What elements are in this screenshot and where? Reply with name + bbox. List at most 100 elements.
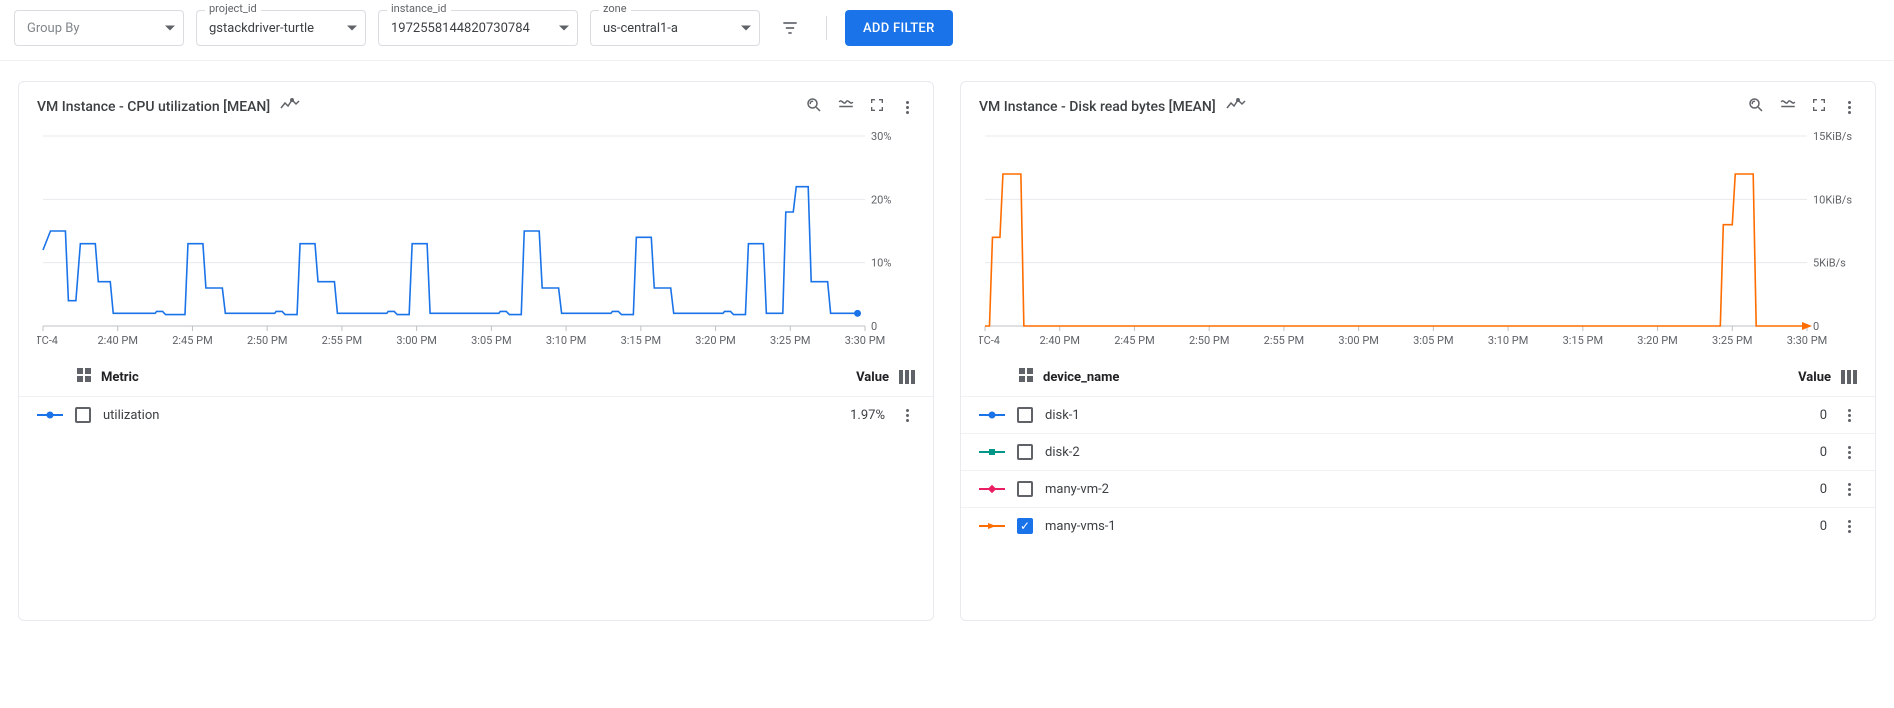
series-label: many-vm-2 [1045, 482, 1109, 497]
series-marker-icon [979, 519, 1005, 533]
project-id-label: project_id [205, 2, 261, 15]
grid-icon [1019, 368, 1033, 386]
legend-header: Metric Value [19, 358, 933, 396]
cpu-chart[interactable]: 010%20%30%UTC-42:40 PM2:45 PM2:50 PM2:55… [37, 130, 915, 350]
instance-id-label: instance_id [387, 2, 451, 15]
instance-id-value: 1972558144820730784 [391, 21, 530, 36]
cpu-card-title: VM Instance - CPU utilization [MEAN] [37, 99, 270, 115]
svg-text:3:15 PM: 3:15 PM [621, 334, 661, 347]
charts-row: VM Instance - CPU utilization [MEAN] 0 [0, 61, 1894, 641]
svg-text:3:30 PM: 3:30 PM [845, 334, 885, 347]
svg-text:20%: 20% [871, 193, 891, 206]
svg-text:3:10 PM: 3:10 PM [1488, 334, 1528, 347]
series-checkbox[interactable] [1017, 481, 1033, 497]
series-checkbox[interactable] [75, 407, 91, 423]
svg-text:15KiB/s: 15KiB/s [1813, 130, 1852, 143]
card-header: VM Instance - Disk read bytes [MEAN] [961, 82, 1875, 126]
svg-text:3:30 PM: 3:30 PM [1787, 334, 1827, 347]
reset-zoom-icon[interactable] [805, 96, 823, 118]
series-marker-icon [979, 482, 1005, 496]
legend-toggle-icon[interactable] [837, 96, 855, 118]
cpu-card: VM Instance - CPU utilization [MEAN] 0 [18, 81, 934, 621]
instance-id-select[interactable]: instance_id 1972558144820730784 [378, 10, 578, 46]
svg-text:2:55 PM: 2:55 PM [1264, 334, 1304, 347]
filter-list-icon[interactable] [772, 10, 808, 46]
svg-text:2:50 PM: 2:50 PM [1189, 334, 1229, 347]
disk-card-title: VM Instance - Disk read bytes [MEAN] [979, 99, 1216, 115]
svg-text:3:05 PM: 3:05 PM [471, 334, 511, 347]
chevron-down-icon [559, 26, 569, 31]
legend-header-right: Value [1798, 370, 1831, 385]
svg-text:5KiB/s: 5KiB/s [1813, 257, 1846, 270]
sparkline-icon[interactable] [1226, 98, 1246, 116]
card-menu-icon[interactable] [1841, 101, 1857, 114]
svg-text:2:55 PM: 2:55 PM [322, 334, 362, 347]
add-filter-label: ADD FILTER [863, 21, 935, 36]
add-filter-button[interactable]: ADD FILTER [845, 10, 953, 46]
series-checkbox[interactable] [1017, 407, 1033, 423]
series-value: 0 [1820, 408, 1827, 423]
svg-text:10%: 10% [871, 257, 891, 270]
svg-text:3:20 PM: 3:20 PM [1637, 334, 1677, 347]
series-checkbox[interactable] [1017, 444, 1033, 460]
svg-text:10KiB/s: 10KiB/s [1813, 193, 1852, 206]
svg-text:2:45 PM: 2:45 PM [172, 334, 212, 347]
series-value: 0 [1820, 519, 1827, 534]
svg-text:3:15 PM: 3:15 PM [1563, 334, 1603, 347]
svg-text:3:10 PM: 3:10 PM [546, 334, 586, 347]
series-menu-icon[interactable] [1841, 446, 1857, 459]
zone-value: us-central1-a [603, 21, 678, 36]
sparkline-icon[interactable] [280, 98, 300, 116]
legend-row[interactable]: disk-1 0 [961, 396, 1875, 433]
series-marker-icon [979, 408, 1005, 422]
fullscreen-icon[interactable] [1811, 97, 1827, 117]
series-value: 0 [1820, 482, 1827, 497]
project-id-select[interactable]: project_id gstackdriver-turtle [196, 10, 366, 46]
series-marker-icon [37, 408, 63, 422]
svg-text:3:00 PM: 3:00 PM [1338, 334, 1378, 347]
series-menu-icon[interactable] [1841, 520, 1857, 533]
group-by-select[interactable]: Group By [14, 10, 184, 46]
zone-select[interactable]: zone us-central1-a [590, 10, 760, 46]
series-checkbox[interactable] [1017, 518, 1033, 534]
svg-text:3:25 PM: 3:25 PM [1712, 334, 1752, 347]
card-menu-icon[interactable] [899, 101, 915, 114]
series-menu-icon[interactable] [899, 409, 915, 422]
svg-text:2:40 PM: 2:40 PM [1039, 334, 1079, 347]
disk-chart[interactable]: 05KiB/s10KiB/s15KiB/sUTC-42:40 PM2:45 PM… [979, 130, 1857, 350]
legend-header: device_name Value [961, 358, 1875, 396]
svg-text:3:20 PM: 3:20 PM [695, 334, 735, 347]
series-label: disk-2 [1045, 445, 1080, 460]
svg-text:0: 0 [1813, 320, 1819, 333]
legend-toggle-icon[interactable] [1779, 96, 1797, 118]
filter-bar: Group By project_id gstackdriver-turtle … [0, 0, 1894, 61]
svg-text:3:05 PM: 3:05 PM [1413, 334, 1453, 347]
disk-card: VM Instance - Disk read bytes [MEAN] 0 [960, 81, 1876, 621]
legend-row[interactable]: many-vm-2 0 [961, 470, 1875, 507]
series-menu-icon[interactable] [1841, 409, 1857, 422]
series-value: 0 [1820, 445, 1827, 460]
svg-text:0: 0 [871, 320, 877, 333]
divider [826, 16, 827, 40]
series-label: disk-1 [1045, 408, 1080, 423]
series-value: 1.97% [850, 408, 885, 423]
group-by-placeholder: Group By [27, 21, 80, 36]
svg-text:3:00 PM: 3:00 PM [396, 334, 436, 347]
legend-row[interactable]: many-vms-1 0 [961, 507, 1875, 544]
svg-text:30%: 30% [871, 130, 891, 143]
columns-icon[interactable] [1841, 370, 1857, 384]
chevron-down-icon [165, 26, 175, 31]
reset-zoom-icon[interactable] [1747, 96, 1765, 118]
legend-row[interactable]: disk-2 0 [961, 433, 1875, 470]
series-label: utilization [103, 408, 159, 423]
grid-icon [77, 368, 91, 386]
series-menu-icon[interactable] [1841, 483, 1857, 496]
columns-icon[interactable] [899, 370, 915, 384]
legend-header-left: Metric [101, 370, 139, 385]
legend-header-right: Value [856, 370, 889, 385]
svg-text:3:25 PM: 3:25 PM [770, 334, 810, 347]
zone-label: zone [599, 2, 631, 15]
legend-row[interactable]: utilization 1.97% [19, 396, 933, 433]
fullscreen-icon[interactable] [869, 97, 885, 117]
svg-text:UTC-4: UTC-4 [37, 334, 58, 347]
